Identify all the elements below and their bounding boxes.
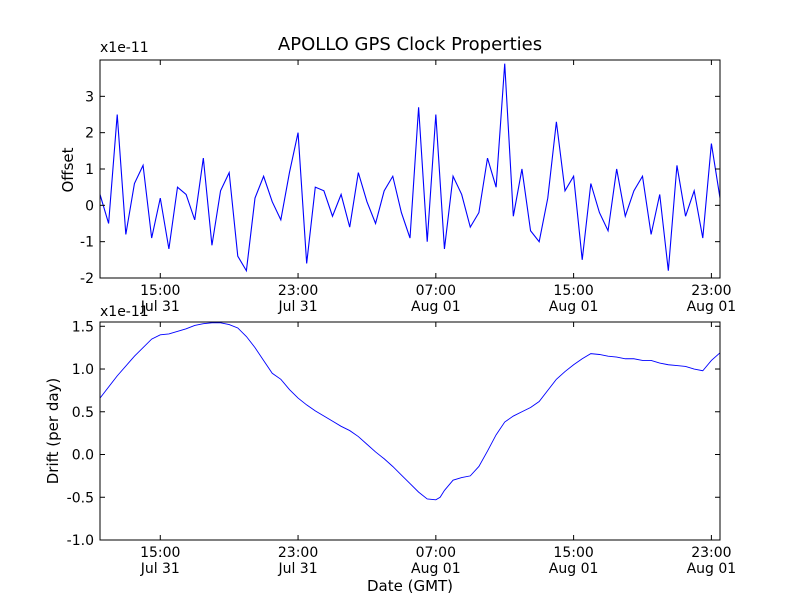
drift-y-tick-label-1: -0.5 — [67, 490, 94, 506]
drift-x-tick-date-3: Aug 01 — [549, 561, 599, 577]
offset-x-tick-date-1: Jul 31 — [277, 299, 317, 315]
drift-series-line-0 — [99, 322, 721, 501]
drift-x-tick-label-2: 07:00 — [416, 545, 456, 561]
drift-y-tick-label-2: 0.0 — [72, 448, 94, 464]
offset-y-multiplier: x1e-11 — [100, 40, 149, 56]
offset-x-tick-date-3: Aug 01 — [549, 299, 599, 315]
offset-y-tick-label-3: 1 — [85, 162, 94, 178]
drift-x-tick-label-4: 23:00 — [691, 545, 731, 561]
offset-x-tick-label-2: 07:00 — [416, 283, 456, 299]
offset-x-tick-label-1: 23:00 — [278, 283, 318, 299]
offset-panel: APOLLO GPS Clock Properties x1e-11 Offse… — [59, 34, 736, 315]
drift-x-tick-label-0: 15:00 — [140, 545, 180, 561]
drift-x-tick-date-2: Aug 01 — [411, 561, 461, 577]
offset-y-tick-label-0: -2 — [80, 271, 94, 287]
offset-x-tick-label-0: 15:00 — [140, 283, 180, 299]
drift-y-multiplier: x1e-11 — [100, 304, 149, 320]
drift-x-tick-label-1: 23:00 — [278, 545, 318, 561]
drift-y-tick-label-4: 1.0 — [72, 362, 94, 378]
drift-x-tick-label-3: 15:00 — [553, 545, 593, 561]
drift-x-axis-label: Date (GMT) — [367, 577, 453, 595]
drift-x-tick-date-1: Jul 31 — [277, 561, 317, 577]
offset-x-tick-label-3: 15:00 — [553, 283, 593, 299]
offset-y-tick-label-1: -1 — [80, 235, 94, 251]
offset-series-line-0 — [99, 63, 721, 273]
offset-x-tick-date-4: Aug 01 — [687, 299, 737, 315]
offset-x-tick-date-0: Jul 31 — [140, 299, 180, 315]
drift-y-tick-label-5: 1.5 — [72, 319, 94, 335]
drift-y-tick-label-0: -1.0 — [67, 533, 94, 549]
offset-y-axis-label: Offset — [59, 147, 77, 192]
offset-x-tick-date-2: Aug 01 — [411, 299, 461, 315]
drift-x-tick-date-4: Aug 01 — [687, 561, 737, 577]
offset-y-tick-label-4: 2 — [85, 126, 94, 142]
drift-y-tick-label-3: 0.5 — [72, 405, 94, 421]
drift-axes-frame — [99, 321, 721, 541]
drift-y-axis-label: Drift (per day) — [44, 378, 62, 485]
offset-x-tick-label-4: 23:00 — [691, 283, 731, 299]
offset-y-tick-label-2: 0 — [85, 198, 94, 214]
chart-title: APOLLO GPS Clock Properties — [278, 34, 542, 55]
drift-x-tick-date-0: Jul 31 — [140, 561, 180, 577]
offset-y-tick-label-5: 3 — [85, 89, 94, 105]
drift-panel: x1e-11 Drift (per day) Date (GMT) -1.0 -0… — [44, 304, 736, 595]
offset-axes-frame — [99, 59, 721, 279]
